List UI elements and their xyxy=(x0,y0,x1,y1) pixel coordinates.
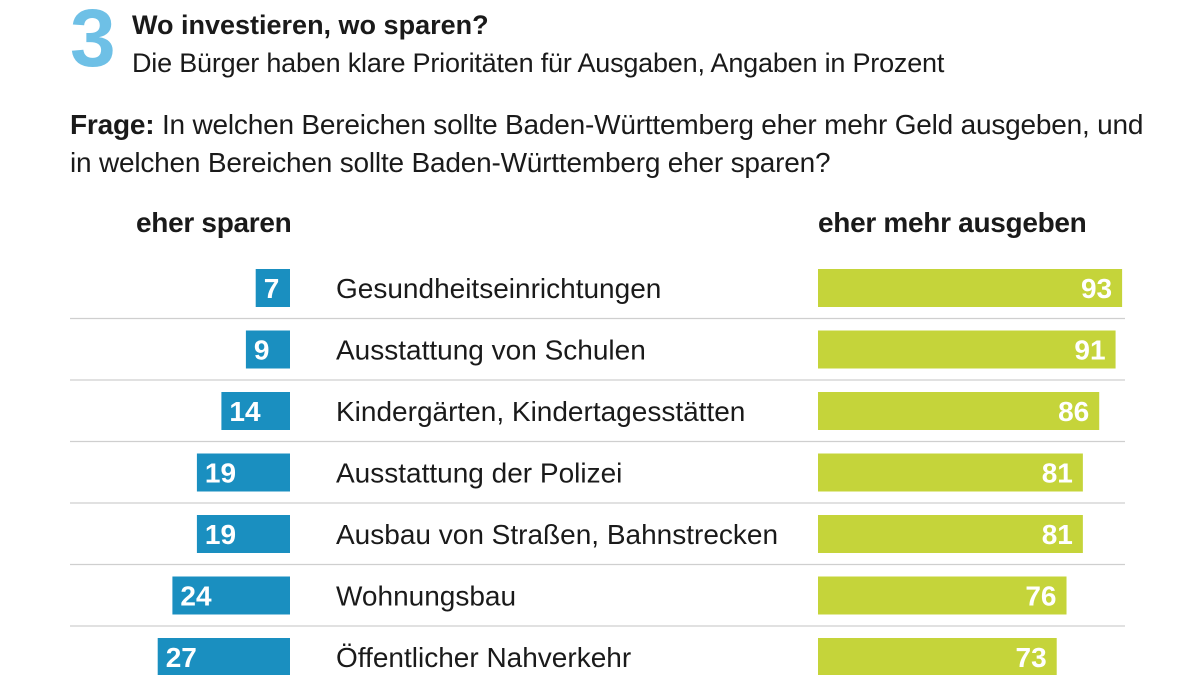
save-value-label: 7 xyxy=(264,273,280,304)
category-label: Gesundheitseinrichtungen xyxy=(336,273,661,304)
spend-bar xyxy=(818,453,1083,492)
legend-spend: eher mehr ausgeben xyxy=(818,207,1087,238)
save-bar xyxy=(196,453,290,492)
category-label: Wohnungsbau xyxy=(336,581,516,612)
spend-bar xyxy=(818,576,1067,615)
spend-value-label: 93 xyxy=(1081,273,1112,304)
save-bar xyxy=(221,392,290,430)
survey-question: Frage: In welchen Bereichen sollte Baden… xyxy=(70,106,1150,182)
spend-bar xyxy=(818,638,1057,675)
spend-value-label: 81 xyxy=(1042,458,1073,489)
category-label: Öffentlicher Nahverkehr xyxy=(336,642,631,673)
save-value-label: 19 xyxy=(205,458,236,489)
spend-value-label: 86 xyxy=(1058,396,1089,427)
category-label: Ausstattung von Schulen xyxy=(336,335,646,366)
question-text: In welchen Bereichen sollte Baden-Württe… xyxy=(70,109,1144,178)
spend-bar xyxy=(818,392,1100,430)
save-value-label: 24 xyxy=(180,581,212,612)
save-value-label: 19 xyxy=(205,519,236,550)
legend-save: eher sparen xyxy=(136,207,292,238)
chart-number: 3 xyxy=(70,0,116,84)
chart-subtitle: Die Bürger haben klare Prioritäten für A… xyxy=(132,48,945,78)
spend-value-label: 73 xyxy=(1016,642,1047,673)
spend-value-label: 76 xyxy=(1025,581,1056,612)
save-bar xyxy=(255,269,290,307)
category-label: Ausstattung der Polizei xyxy=(336,458,622,489)
question-label: Frage: xyxy=(70,109,155,140)
chart-title: Wo investieren, wo sparen? xyxy=(132,10,489,40)
save-value-label: 14 xyxy=(229,396,261,427)
spend-value-label: 91 xyxy=(1074,335,1105,366)
chart-header: 3 Wo investieren, wo sparen? Die Bürger … xyxy=(70,0,1150,84)
save-bar xyxy=(245,330,290,369)
save-bar xyxy=(172,576,290,615)
save-value-label: 9 xyxy=(254,335,270,366)
spend-value-label: 81 xyxy=(1042,519,1073,550)
category-label: Ausbau von Straßen, Bahnstrecken xyxy=(336,519,778,550)
save-bar xyxy=(196,515,290,553)
save-bar xyxy=(157,638,290,675)
spend-bar xyxy=(818,269,1123,307)
save-value-label: 27 xyxy=(166,642,197,673)
spend-bar xyxy=(818,330,1116,369)
category-label: Kindergärten, Kindertagesstätten xyxy=(336,396,745,427)
spend-bar xyxy=(818,515,1083,553)
